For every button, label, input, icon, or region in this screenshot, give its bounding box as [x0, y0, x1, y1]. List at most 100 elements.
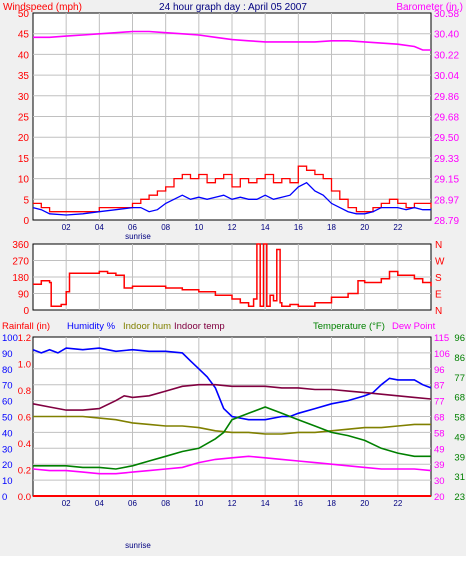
temperature-tick-label-outer: 96 [454, 333, 465, 344]
wind-avg-line [32, 181, 431, 216]
temperature-line [33, 406, 431, 470]
wind-baro-grid [33, 13, 431, 220]
wind-baro-series [32, 30, 432, 216]
direction-compass-label: S [435, 273, 442, 284]
sunrise-label-bottom: sunrise [125, 541, 151, 550]
humidity-tick-label: 100 [2, 333, 18, 344]
hour-tick-label: 04 [95, 499, 104, 508]
temperature-tick-label-outer: 49 [454, 432, 465, 443]
indoor-hum-axis-label: Indoor hum [123, 321, 171, 332]
temperature-tick-label-outer: 31 [454, 472, 465, 483]
hour-tick-label: 02 [62, 499, 71, 508]
direction-degree-label: 90 [18, 290, 30, 301]
wind-gust-line [33, 165, 432, 213]
temperature-tick-label-outer: 86 [454, 353, 465, 364]
barometer-tick-label: 30.04 [434, 71, 459, 82]
windspeed-tick-label: 15 [18, 154, 30, 165]
windspeed-tick-label: 10 [18, 175, 30, 186]
barometer-axis-label: Barometer (in.) [396, 2, 463, 13]
temperature-tick-label: 20 [434, 492, 445, 503]
barometer-ticks: 30.58 30.40 30.22 30.04 29.86 29.68 29.50 29.33… [434, 9, 459, 227]
direction-degree-label: 360 [12, 240, 29, 251]
chart-title: 24 hour graph day : April 05 2007 [159, 2, 307, 13]
rainfall-tick-label: 1.0 [18, 360, 31, 371]
barometer-tick-label: 30.58 [434, 9, 459, 20]
temp-hum-hour-ticks: 02 04 06 08 10 12 14 16 18 20 22 [62, 499, 403, 508]
hour-tick-label: 16 [294, 499, 303, 508]
temp-hum-series [32, 347, 432, 497]
hour-tick-label: 18 [327, 499, 336, 508]
windspeed-tick-label: 20 [18, 133, 30, 144]
windspeed-tick-label: 25 [18, 113, 30, 124]
temperature-tick-label-outer: 58 [454, 413, 465, 424]
indoor-hum-line [33, 415, 431, 435]
hour-tick-label: 06 [128, 499, 137, 508]
hour-tick-label: 02 [62, 223, 71, 232]
rainfall-tick-label: 0.6 [18, 413, 31, 424]
temperature-ticks-outer: 96 86 77 68 58 49 39 31 23 [454, 333, 465, 503]
direction-degree-label: 0 [23, 306, 29, 317]
temperature-tick-label-outer: 23 [454, 492, 465, 503]
temperature-ticks-inner: 115 106 96 87 77 68 58 49 39 30 20 [434, 333, 450, 503]
rainfall-tick-label: 0.4 [18, 439, 31, 450]
temperature-tick-label: 87 [434, 381, 445, 392]
humidity-tick-label: 40 [2, 428, 13, 439]
barometer-tick-label: 29.50 [434, 133, 459, 144]
direction-degree-ticks: 360 270 180 90 0 [12, 240, 29, 317]
wind-direction-line [33, 243, 432, 308]
temperature-tick-label: 106 [434, 349, 450, 360]
windspeed-tick-label: 40 [18, 50, 30, 61]
barometer-tick-label: 30.40 [434, 30, 459, 41]
direction-degree-label: 270 [12, 257, 29, 268]
temperature-tick-label: 68 [434, 413, 445, 424]
temperature-tick-label-outer: 68 [454, 393, 465, 404]
temperature-tick-label: 77 [434, 397, 445, 408]
hour-tick-label: 16 [294, 223, 303, 232]
direction-degree-label: 180 [12, 273, 29, 284]
direction-compass-label: E [435, 290, 442, 301]
humidity-tick-label: 20 [2, 460, 13, 471]
windspeed-tick-label: 5 [23, 195, 29, 206]
windspeed-tick-label: 50 [18, 9, 30, 20]
hour-tick-label: 20 [360, 499, 369, 508]
humidity-tick-label: 80 [2, 365, 13, 376]
temperature-tick-label: 49 [434, 444, 445, 455]
dew-point-axis-label: Dew Point [392, 321, 436, 332]
humidity-tick-label: 0 [2, 492, 7, 503]
windspeed-tick-label: 30 [18, 92, 30, 103]
temperature-axis-label: Temperature (°F) [313, 321, 385, 332]
hour-tick-label: 10 [194, 223, 203, 232]
humidity-axis-label: Humidity % [67, 321, 116, 332]
rainfall-ticks: 1.2 1.0 0.8 0.6 0.4 0.2 0.0 [18, 333, 31, 503]
humidity-tick-label: 30 [2, 444, 13, 455]
temperature-tick-label: 115 [434, 333, 449, 344]
humidity-tick-label: 70 [2, 381, 13, 392]
hour-tick-label: 12 [228, 223, 237, 232]
hour-tick-label: 14 [261, 223, 270, 232]
barometer-line [33, 30, 431, 51]
temperature-tick-label: 58 [434, 428, 445, 439]
humidity-tick-label: 50 [2, 413, 13, 424]
barometer-tick-label: 28.79 [434, 216, 459, 227]
hour-tick-label: 08 [161, 499, 170, 508]
humidity-line [32, 347, 432, 421]
temp-hum-grid [33, 337, 431, 496]
rainfall-tick-label: 0.2 [18, 466, 31, 477]
hour-tick-label: 04 [95, 223, 104, 232]
direction-compass-label: N [435, 306, 442, 317]
hour-tick-label: 12 [228, 499, 237, 508]
barometer-tick-label: 29.15 [434, 175, 459, 186]
wind-direction-series [33, 243, 432, 308]
hour-tick-label: 06 [128, 223, 137, 232]
hour-tick-label: 14 [261, 499, 270, 508]
windspeed-tick-label: 0 [23, 216, 29, 227]
barometer-tick-label: 29.33 [434, 154, 459, 165]
rainfall-axis-label: Rainfall (in) [2, 321, 50, 332]
indoor-temp-axis-label: Indoor temp [174, 321, 225, 332]
hour-tick-label: 10 [194, 499, 203, 508]
humidity-tick-label: 90 [2, 349, 13, 360]
